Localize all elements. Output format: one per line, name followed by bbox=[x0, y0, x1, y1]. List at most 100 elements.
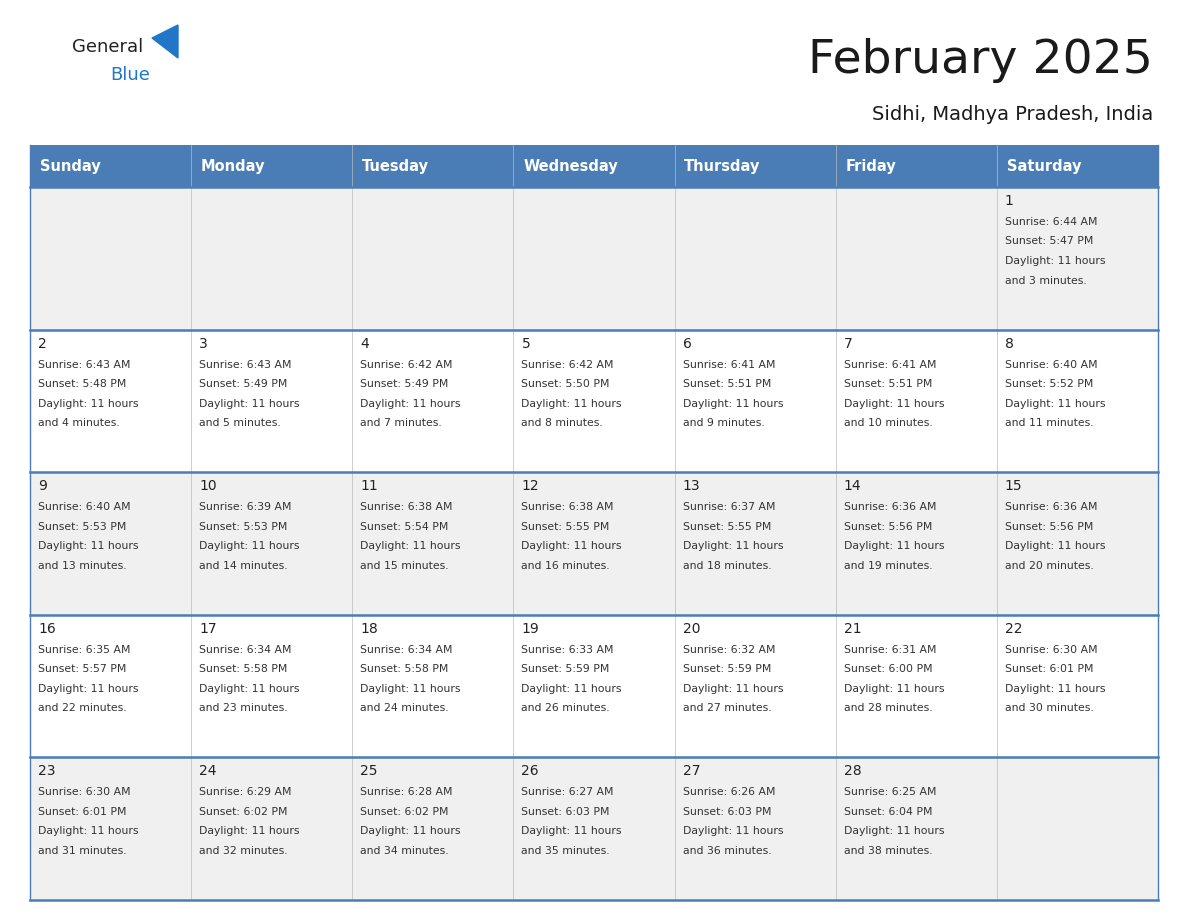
Text: Sunrise: 6:43 AM: Sunrise: 6:43 AM bbox=[200, 360, 292, 370]
Text: and 19 minutes.: and 19 minutes. bbox=[843, 561, 933, 571]
Text: 20: 20 bbox=[683, 621, 700, 636]
Text: Daylight: 11 hours: Daylight: 11 hours bbox=[38, 398, 139, 409]
Text: Daylight: 11 hours: Daylight: 11 hours bbox=[522, 826, 623, 836]
Text: Sunset: 5:56 PM: Sunset: 5:56 PM bbox=[1005, 521, 1093, 532]
Text: 11: 11 bbox=[360, 479, 378, 493]
Text: Daylight: 11 hours: Daylight: 11 hours bbox=[38, 542, 139, 551]
Text: Sunrise: 6:42 AM: Sunrise: 6:42 AM bbox=[360, 360, 453, 370]
Text: 12: 12 bbox=[522, 479, 539, 493]
Text: Sunrise: 6:38 AM: Sunrise: 6:38 AM bbox=[360, 502, 453, 512]
Text: Sunrise: 6:41 AM: Sunrise: 6:41 AM bbox=[843, 360, 936, 370]
Text: Sunset: 6:00 PM: Sunset: 6:00 PM bbox=[843, 665, 933, 675]
Text: 9: 9 bbox=[38, 479, 48, 493]
Text: Daylight: 11 hours: Daylight: 11 hours bbox=[522, 684, 623, 694]
Text: Sunset: 6:02 PM: Sunset: 6:02 PM bbox=[200, 807, 287, 817]
Text: Sunrise: 6:40 AM: Sunrise: 6:40 AM bbox=[38, 502, 131, 512]
Text: Sunset: 5:49 PM: Sunset: 5:49 PM bbox=[360, 379, 449, 389]
Text: Blue: Blue bbox=[110, 66, 150, 84]
Text: Daylight: 11 hours: Daylight: 11 hours bbox=[1005, 398, 1105, 409]
Text: Sunrise: 6:31 AM: Sunrise: 6:31 AM bbox=[843, 644, 936, 655]
Text: and 26 minutes.: and 26 minutes. bbox=[522, 703, 611, 713]
Text: 23: 23 bbox=[38, 765, 56, 778]
Text: and 38 minutes.: and 38 minutes. bbox=[843, 845, 933, 856]
Text: Sunrise: 6:28 AM: Sunrise: 6:28 AM bbox=[360, 788, 453, 798]
Text: and 5 minutes.: and 5 minutes. bbox=[200, 418, 280, 428]
Text: Daylight: 11 hours: Daylight: 11 hours bbox=[843, 398, 944, 409]
Text: and 3 minutes.: and 3 minutes. bbox=[1005, 275, 1087, 285]
Text: and 16 minutes.: and 16 minutes. bbox=[522, 561, 611, 571]
Bar bbox=[191, 145, 353, 187]
Text: Wednesday: Wednesday bbox=[523, 159, 618, 174]
Text: Daylight: 11 hours: Daylight: 11 hours bbox=[522, 398, 623, 409]
Text: and 9 minutes.: and 9 minutes. bbox=[683, 418, 764, 428]
Text: 10: 10 bbox=[200, 479, 217, 493]
Text: Sunset: 5:56 PM: Sunset: 5:56 PM bbox=[843, 521, 933, 532]
Bar bbox=[997, 145, 1158, 187]
Text: Daylight: 11 hours: Daylight: 11 hours bbox=[522, 542, 623, 551]
Text: Sunset: 5:53 PM: Sunset: 5:53 PM bbox=[200, 521, 287, 532]
Text: Sunset: 6:03 PM: Sunset: 6:03 PM bbox=[683, 807, 771, 817]
Text: 27: 27 bbox=[683, 765, 700, 778]
Text: 8: 8 bbox=[1005, 337, 1013, 351]
Text: Sunset: 5:54 PM: Sunset: 5:54 PM bbox=[360, 521, 449, 532]
Text: and 7 minutes.: and 7 minutes. bbox=[360, 418, 442, 428]
Text: Sidhi, Madhya Pradesh, India: Sidhi, Madhya Pradesh, India bbox=[872, 105, 1154, 124]
Bar bbox=[675, 145, 835, 187]
Bar bbox=[30, 757, 1158, 900]
Text: Monday: Monday bbox=[201, 159, 265, 174]
Text: 14: 14 bbox=[843, 479, 861, 493]
Text: and 28 minutes.: and 28 minutes. bbox=[843, 703, 933, 713]
Bar bbox=[30, 145, 191, 187]
Text: Sunrise: 6:25 AM: Sunrise: 6:25 AM bbox=[843, 788, 936, 798]
Text: Sunrise: 6:35 AM: Sunrise: 6:35 AM bbox=[38, 644, 131, 655]
Text: 15: 15 bbox=[1005, 479, 1023, 493]
Text: Daylight: 11 hours: Daylight: 11 hours bbox=[200, 398, 299, 409]
Text: 17: 17 bbox=[200, 621, 217, 636]
Text: Sunset: 5:58 PM: Sunset: 5:58 PM bbox=[200, 665, 287, 675]
Text: 13: 13 bbox=[683, 479, 700, 493]
Text: Sunset: 6:03 PM: Sunset: 6:03 PM bbox=[522, 807, 609, 817]
Text: Sunset: 6:02 PM: Sunset: 6:02 PM bbox=[360, 807, 449, 817]
Text: Sunrise: 6:32 AM: Sunrise: 6:32 AM bbox=[683, 644, 775, 655]
Text: Daylight: 11 hours: Daylight: 11 hours bbox=[38, 684, 139, 694]
Text: 24: 24 bbox=[200, 765, 216, 778]
Text: Daylight: 11 hours: Daylight: 11 hours bbox=[683, 684, 783, 694]
Text: Sunrise: 6:27 AM: Sunrise: 6:27 AM bbox=[522, 788, 614, 798]
Text: Sunset: 6:01 PM: Sunset: 6:01 PM bbox=[1005, 665, 1093, 675]
Text: Sunrise: 6:42 AM: Sunrise: 6:42 AM bbox=[522, 360, 614, 370]
Text: and 31 minutes.: and 31 minutes. bbox=[38, 845, 127, 856]
Text: and 23 minutes.: and 23 minutes. bbox=[200, 703, 287, 713]
Text: 7: 7 bbox=[843, 337, 853, 351]
Text: and 35 minutes.: and 35 minutes. bbox=[522, 845, 611, 856]
Text: 26: 26 bbox=[522, 765, 539, 778]
Text: Sunday: Sunday bbox=[39, 159, 101, 174]
Text: Sunrise: 6:36 AM: Sunrise: 6:36 AM bbox=[1005, 502, 1098, 512]
Text: 22: 22 bbox=[1005, 621, 1023, 636]
Text: Sunset: 5:51 PM: Sunset: 5:51 PM bbox=[683, 379, 771, 389]
Text: 21: 21 bbox=[843, 621, 861, 636]
Bar bbox=[835, 145, 997, 187]
Text: Sunrise: 6:41 AM: Sunrise: 6:41 AM bbox=[683, 360, 775, 370]
Bar bbox=[353, 145, 513, 187]
Text: Daylight: 11 hours: Daylight: 11 hours bbox=[360, 542, 461, 551]
Text: and 14 minutes.: and 14 minutes. bbox=[200, 561, 287, 571]
Text: Sunset: 6:04 PM: Sunset: 6:04 PM bbox=[843, 807, 933, 817]
Text: 1: 1 bbox=[1005, 194, 1013, 208]
Bar bbox=[30, 472, 1158, 615]
Text: Sunset: 5:47 PM: Sunset: 5:47 PM bbox=[1005, 237, 1093, 247]
Text: Daylight: 11 hours: Daylight: 11 hours bbox=[200, 542, 299, 551]
Text: and 22 minutes.: and 22 minutes. bbox=[38, 703, 127, 713]
Text: Sunrise: 6:40 AM: Sunrise: 6:40 AM bbox=[1005, 360, 1098, 370]
Text: Sunset: 5:58 PM: Sunset: 5:58 PM bbox=[360, 665, 449, 675]
Bar bbox=[30, 615, 1158, 757]
Bar bbox=[30, 187, 1158, 330]
Text: Daylight: 11 hours: Daylight: 11 hours bbox=[200, 826, 299, 836]
Text: 3: 3 bbox=[200, 337, 208, 351]
Text: Sunrise: 6:36 AM: Sunrise: 6:36 AM bbox=[843, 502, 936, 512]
Text: Sunset: 5:51 PM: Sunset: 5:51 PM bbox=[843, 379, 933, 389]
Text: Sunrise: 6:30 AM: Sunrise: 6:30 AM bbox=[38, 788, 131, 798]
Text: Sunrise: 6:39 AM: Sunrise: 6:39 AM bbox=[200, 502, 292, 512]
Text: Sunrise: 6:38 AM: Sunrise: 6:38 AM bbox=[522, 502, 614, 512]
Text: Sunset: 5:57 PM: Sunset: 5:57 PM bbox=[38, 665, 126, 675]
Text: and 8 minutes.: and 8 minutes. bbox=[522, 418, 604, 428]
